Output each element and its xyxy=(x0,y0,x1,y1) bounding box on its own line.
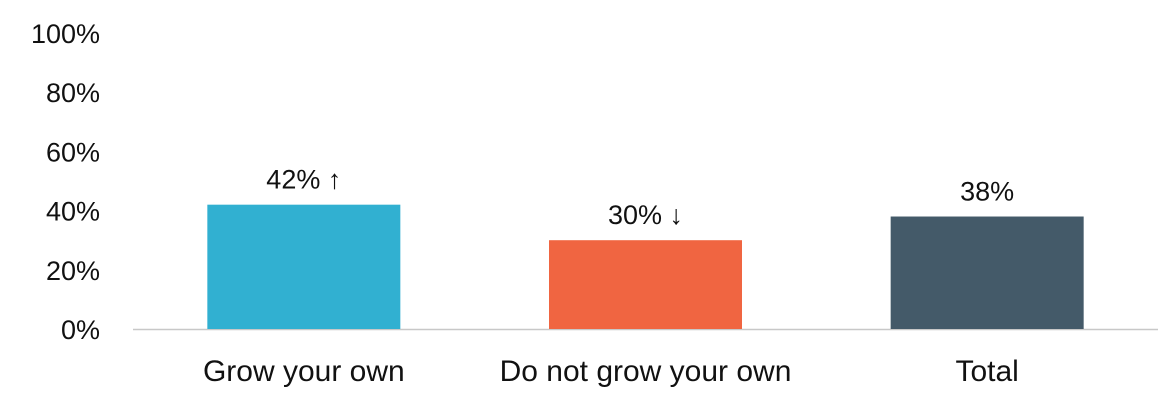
y-tick-label: 80% xyxy=(46,78,100,108)
x-tick-label: Grow your own xyxy=(203,355,405,388)
bar xyxy=(890,216,1084,329)
y-tick-label: 40% xyxy=(46,197,100,227)
bar xyxy=(207,204,401,329)
y-tick-label: 60% xyxy=(46,137,100,167)
y-tick-label: 20% xyxy=(46,256,100,286)
x-tick-label: Total xyxy=(955,355,1018,388)
y-axis-ticks: 0% 20% 40% 60% 80% 100% xyxy=(31,19,100,345)
y-tick-label: 0% xyxy=(61,315,100,345)
bars-group xyxy=(207,204,1084,329)
data-label: 30% ↓ xyxy=(608,200,683,230)
data-label: 42% ↑ xyxy=(266,165,341,195)
bar xyxy=(549,240,742,329)
data-label: 38% xyxy=(960,177,1014,207)
x-axis-labels: Grow your own Do not grow your own Total xyxy=(203,355,1019,388)
y-tick-label: 100% xyxy=(31,19,100,49)
data-labels-group: 42% ↑ 30% ↓ 38% xyxy=(266,165,1014,231)
x-tick-label: Do not grow your own xyxy=(500,355,792,388)
